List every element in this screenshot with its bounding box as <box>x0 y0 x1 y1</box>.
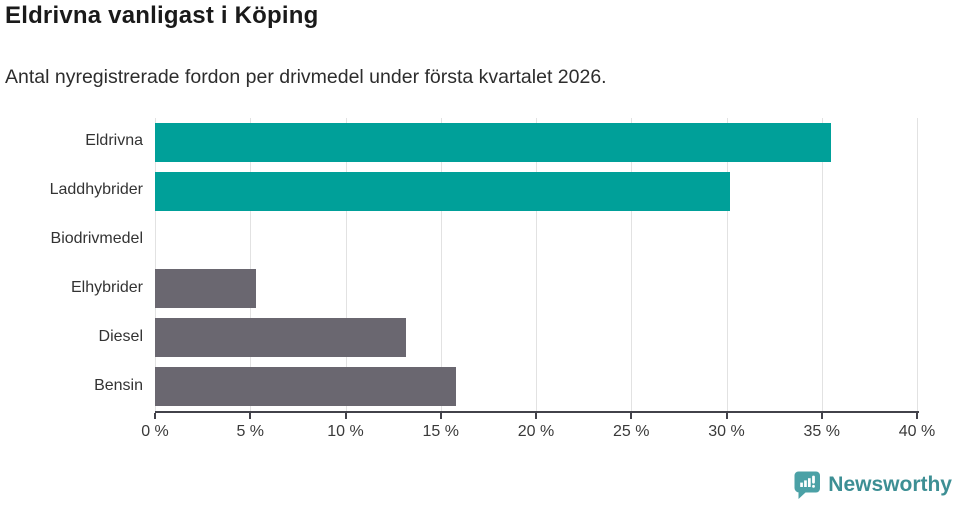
gridline <box>155 118 156 411</box>
x-tick <box>439 413 442 419</box>
gridline <box>821 118 823 411</box>
bar-row: Biodrivmedel <box>51 216 917 265</box>
x-tick-label: 20 % <box>517 423 555 440</box>
x-tick-label: 10 % <box>327 423 364 440</box>
category-label: Bensin <box>94 376 143 394</box>
bar-row: Elhybrider <box>71 265 917 314</box>
newsworthy-wordmark: Newsworthy <box>828 473 952 496</box>
bar-eldrivna <box>155 122 832 162</box>
x-tick <box>249 413 252 419</box>
x-tick-label: 25 % <box>613 423 650 440</box>
x-tick-label: 15 % <box>422 423 459 440</box>
x-tick <box>630 413 633 419</box>
bar-row: Diesel <box>99 313 917 362</box>
bar-laddhybrider <box>155 171 731 211</box>
category-label: Eldrivna <box>85 132 143 150</box>
gridline <box>536 118 537 411</box>
gridline <box>440 118 442 411</box>
category-label: Biodrivmedel <box>50 230 143 248</box>
x-tick <box>154 413 156 419</box>
x-tick-label: 30 % <box>708 423 745 440</box>
gridline <box>726 118 728 411</box>
x-tick <box>916 413 918 419</box>
bar-bensin <box>155 367 456 407</box>
newsworthy-logo[interactable]: Newsworthy <box>794 471 952 499</box>
x-tick <box>535 413 537 419</box>
chart-subtitle: Antal nyregistrerade fordon per drivmede… <box>5 66 607 88</box>
x-axis-line <box>155 411 919 413</box>
category-label: Diesel <box>98 327 143 345</box>
gridline <box>917 118 918 411</box>
x-tick <box>725 413 728 419</box>
x-tick <box>820 413 823 419</box>
x-tick-label: 35 % <box>803 423 840 440</box>
category-label: Elhybrider <box>70 278 143 296</box>
bar-elhybrider <box>155 269 256 309</box>
bar-row: Bensin <box>94 362 917 411</box>
x-tick-label: 5 % <box>236 423 265 440</box>
bar-row: Laddhybrider <box>50 167 917 216</box>
newsworthy-icon <box>794 471 821 499</box>
gridline <box>345 118 347 411</box>
x-tick <box>344 413 347 419</box>
category-label: Laddhybrider <box>49 181 143 199</box>
bar-diesel <box>155 318 407 358</box>
gridline <box>250 118 252 411</box>
bar-row: Eldrivna <box>85 118 917 167</box>
gridline <box>631 118 633 411</box>
bar-chart-plot-area: Eldrivna Laddhybrider Biodrivmedel Elhybrid… <box>50 118 918 411</box>
x-tick-label: 0 % <box>141 423 169 440</box>
x-tick-label: 40 % <box>898 423 936 440</box>
chart-title: Eldrivna vanligast i Köping <box>5 2 319 29</box>
